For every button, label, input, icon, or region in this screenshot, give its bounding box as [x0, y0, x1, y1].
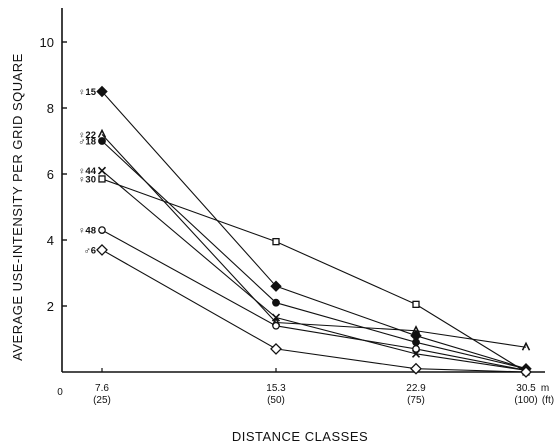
marker-diamond-open — [410, 362, 422, 375]
series-label: ♀22 — [78, 130, 96, 141]
series-label: ♀48 — [78, 226, 96, 237]
marker-square — [98, 175, 106, 183]
y-tick-label: 6 — [47, 167, 54, 182]
marker-x — [97, 166, 107, 175]
series-label: ♀15 — [78, 87, 96, 98]
series-label: ♂18 — [78, 137, 96, 148]
marker-caret — [97, 128, 107, 138]
y-tick-label: 2 — [47, 299, 54, 314]
x-axis-title: DISTANCE CLASSES — [232, 429, 368, 444]
marker-circle-filled — [272, 298, 280, 307]
series-label: ♂6 — [84, 245, 96, 256]
y-tick-label: 4 — [47, 233, 54, 248]
x-tick-label: 30.5 — [516, 383, 536, 394]
series-line — [101, 140, 527, 370]
y-axis-title: AVERAGE USE-INTENSITY PER GRID SQUARE — [10, 53, 25, 361]
x-tick-label-feet: (50) — [267, 395, 285, 406]
x-tick-label-feet: (25) — [93, 395, 111, 406]
series-line — [101, 178, 527, 373]
series-line — [101, 91, 527, 370]
marker-circle-filled — [412, 338, 420, 347]
x-unit-primary: m — [541, 383, 549, 394]
marker-diamond-open — [270, 342, 282, 355]
marker-circle-filled — [98, 137, 106, 145]
series-label: ♀44 — [78, 166, 96, 177]
x-unit-secondary: (ft) — [542, 395, 554, 406]
series-2 — [98, 137, 530, 373]
series-5 — [98, 226, 530, 375]
series-6 — [96, 243, 532, 378]
y-tick-label: 8 — [47, 101, 54, 116]
series-line — [101, 229, 527, 371]
x-tick-label: 7.6 — [95, 383, 109, 394]
x-tick-label: 15.3 — [266, 383, 286, 394]
marker-diamond-filled — [270, 280, 282, 292]
marker-diamond-open — [520, 366, 532, 378]
series-4 — [98, 175, 530, 376]
marker-circle-open — [412, 345, 420, 353]
marker-caret — [411, 325, 421, 335]
series-line — [101, 170, 527, 371]
marker-diamond-filled — [96, 85, 108, 98]
marker-x — [271, 313, 281, 322]
marker-caret — [521, 341, 531, 351]
marker-diamond-open — [96, 243, 108, 256]
series-0 — [96, 85, 532, 375]
series-line — [101, 249, 527, 373]
x-tick-label-feet: (75) — [407, 395, 425, 406]
y-tick-label: 10 — [40, 35, 54, 50]
x-tick-label-feet: (100) — [514, 395, 537, 406]
marker-square — [272, 237, 280, 246]
series-line — [101, 134, 527, 348]
series-layer — [96, 85, 532, 378]
marker-square — [412, 300, 420, 309]
series-1 — [97, 128, 531, 351]
marker-circle-open — [272, 321, 280, 330]
origin-label: 0 — [57, 387, 63, 398]
axes: 2 4 6 8 10 0 7.6(25) 15.3(50) 22.9(75) 30.5(100) m… — [10, 8, 554, 444]
marker-circle-open — [98, 226, 106, 234]
labels-layer: ♀15 ♀22♂18 ♀44♀30 ♀48 ♂6 — [78, 87, 96, 256]
x-tick-label: 22.9 — [406, 383, 426, 394]
series-label: ♀30 — [78, 174, 96, 185]
